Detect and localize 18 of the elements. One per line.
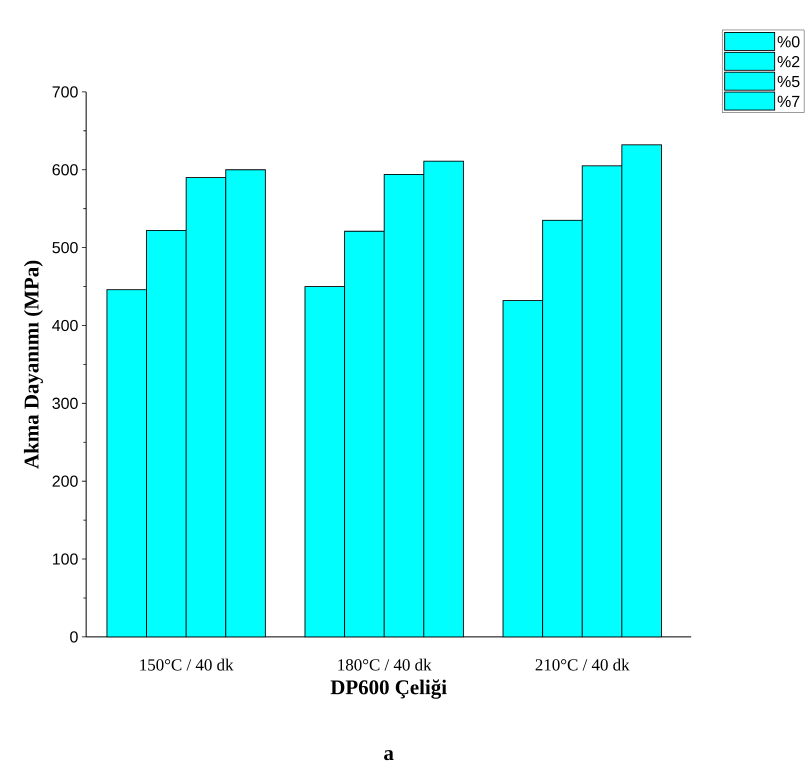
legend-label: %5 — [778, 76, 800, 87]
x-axis-title: DP600 Çeliği — [330, 679, 447, 699]
x-tick-label: 210°C / 40 dk — [536, 658, 630, 670]
y-tick-label: 700 — [52, 86, 78, 98]
x-tick-label: 150°C / 40 dk — [140, 658, 234, 670]
y-tick-label: 400 — [52, 320, 78, 331]
y-axis-title: Akma Dayanımı (MPa) — [24, 260, 43, 469]
legend-label: %2 — [778, 56, 800, 67]
y-tick-label: 500 — [52, 242, 78, 254]
y-tick-label: 200 — [52, 475, 78, 487]
y-tick-label: 300 — [52, 397, 78, 409]
legend-label: %7 — [778, 96, 800, 107]
y-tick-label: 100 — [53, 553, 78, 564]
legend-label: %0 — [778, 36, 800, 48]
x-tick-label: 180°C / 40 dk — [338, 658, 432, 670]
y-tick-label: 0 — [70, 631, 78, 642]
text: a — [384, 750, 394, 760]
y-tick-label: 600 — [52, 164, 78, 176]
